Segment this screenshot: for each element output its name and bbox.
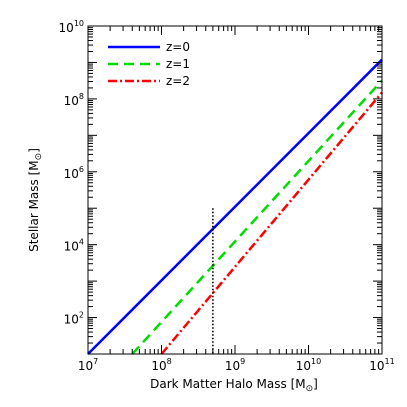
series-line-1 xyxy=(87,58,383,355)
x-tick-label: 1010 xyxy=(296,357,321,373)
y-tick-label: 108 xyxy=(64,92,84,108)
x-tick-label: 1011 xyxy=(369,357,394,373)
legend-label-2: z=1 xyxy=(166,57,190,71)
x-tick-label: 109 xyxy=(225,357,245,373)
legend-label-3: z=2 xyxy=(166,74,190,88)
ticks-layer xyxy=(87,25,383,355)
x-axis-label-sun-symbol: ⊙ xyxy=(306,384,314,394)
y-tick-label: 1010 xyxy=(59,19,84,35)
tick-labels-layer: 107 108 109 1010 1011 102 104 106 108 1010 xyxy=(59,19,395,373)
y-tick-label: 106 xyxy=(64,165,84,181)
plot-frame xyxy=(87,25,383,355)
x-tick-label: 107 xyxy=(78,357,98,373)
series-line-3 xyxy=(160,91,383,355)
x-axis-label: Dark Matter Halo Mass [M⊙] xyxy=(150,377,318,394)
series-layer xyxy=(87,58,383,355)
x-tick-label: 108 xyxy=(151,357,171,373)
series-line-2 xyxy=(131,79,383,355)
legend: z=0 z=1 z=2 xyxy=(108,40,190,88)
y-axis-label-sun-symbol: ⊙ xyxy=(34,153,44,161)
legend-label-1: z=0 xyxy=(166,40,190,54)
y-tick-label: 104 xyxy=(64,238,84,254)
y-axis-label: Stellar Mass [M⊙] xyxy=(27,148,44,252)
y-tick-label: 102 xyxy=(64,311,84,327)
